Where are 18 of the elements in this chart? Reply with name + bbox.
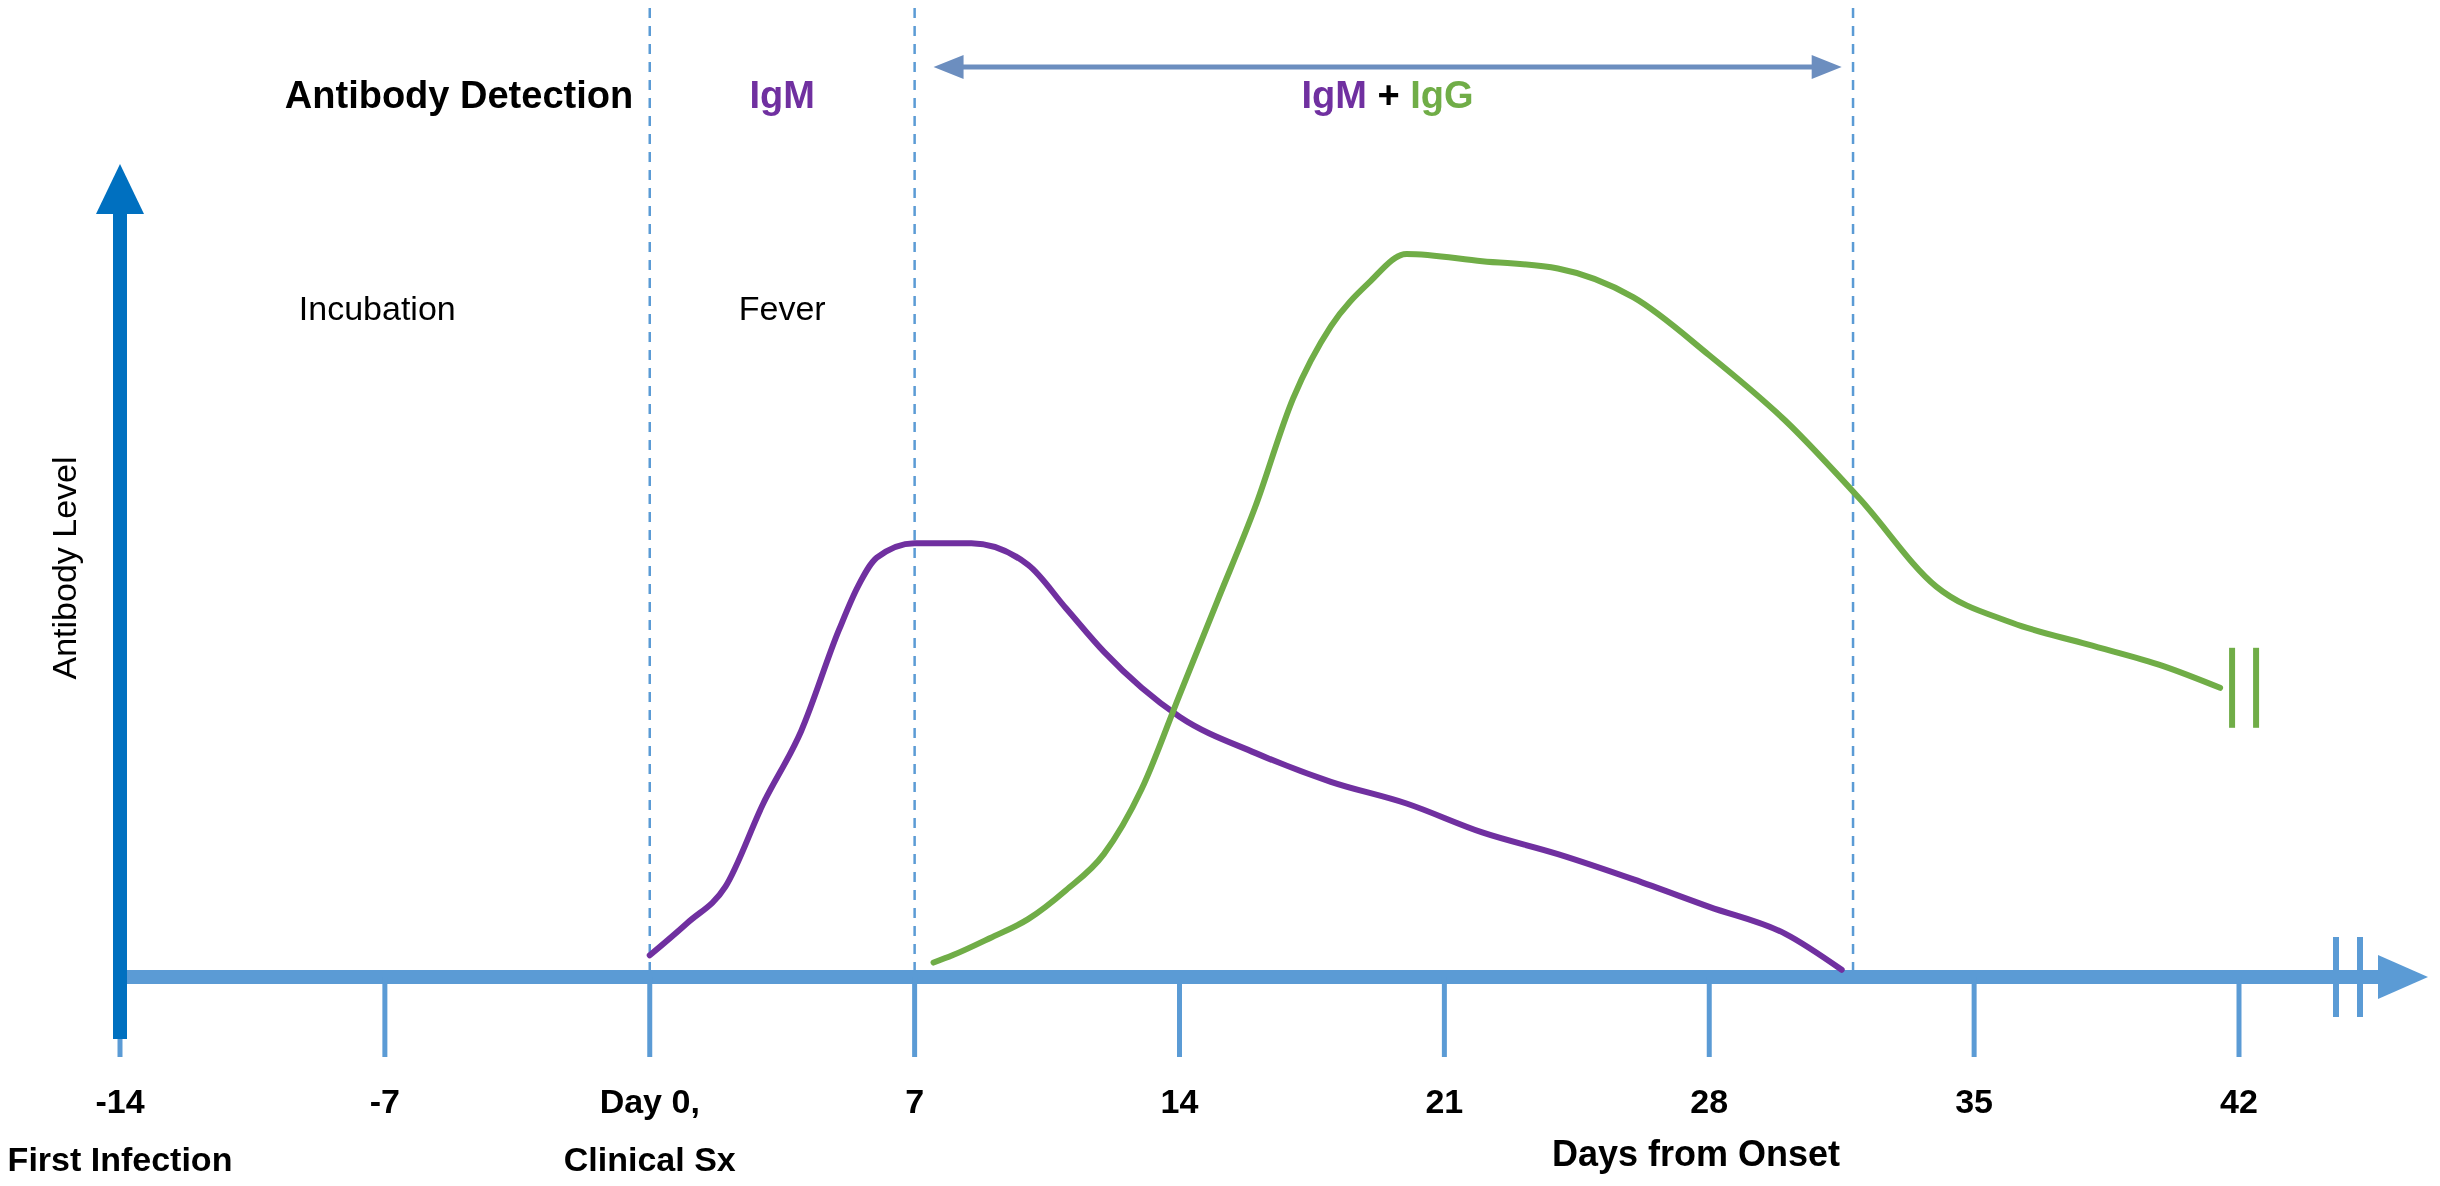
x-axis-title: Days from Onset	[1551, 1133, 1841, 1174]
annotation: Fever	[738, 289, 826, 327]
annotation: Incubation	[298, 289, 456, 327]
x-tick-label: Day 0, Clinical Sx	[563, 1082, 736, 1178]
x-tick-label: 21	[1425, 1082, 1464, 1120]
text: +	[1367, 74, 1411, 116]
x-tick-label: 7	[905, 1082, 925, 1120]
text: IgM	[749, 74, 815, 116]
x-tick-label: 35	[1955, 1082, 1994, 1120]
text: Antibody Detection	[284, 74, 634, 116]
x-tick-label: 42	[2220, 1082, 2258, 1120]
x-tick-label: 28	[1690, 1082, 1729, 1120]
x-tick-label: 14	[1160, 1082, 1199, 1120]
x-tick-label: -14 First Infection	[7, 1082, 233, 1178]
x-tick-label: -7	[369, 1082, 400, 1120]
y-axis-title: Antibody Level	[45, 456, 83, 680]
text: IgM	[1301, 74, 1368, 116]
text: IgG	[1410, 74, 1474, 116]
